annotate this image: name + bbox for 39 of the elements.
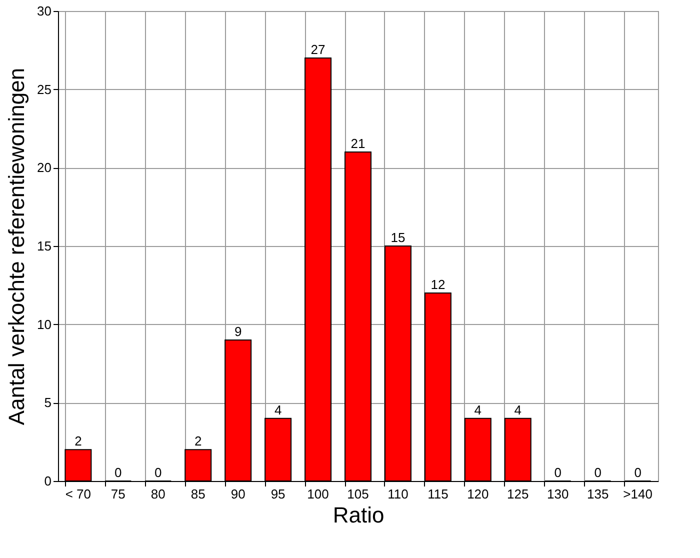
x-axis-title: Ratio [332, 502, 384, 528]
x-tick-label: 90 [230, 486, 246, 502]
data-label: 0 [634, 465, 642, 480]
y-tick-label: 15 [37, 238, 52, 254]
y-tick-label: 20 [37, 160, 52, 176]
x-tick-label: 135 [586, 486, 609, 502]
data-label: 2 [74, 434, 82, 449]
y-tick-label: 0 [44, 474, 52, 488]
x-tick-label: 100 [307, 486, 329, 502]
data-label: 4 [514, 402, 522, 418]
data-label: 0 [594, 465, 602, 480]
x-tick-label: 80 [150, 486, 166, 502]
x-tick-label: 105 [347, 486, 369, 502]
data-label: 15 [390, 230, 406, 245]
y-tick-label: 10 [37, 316, 52, 332]
x-tick-label: < 70 [65, 486, 92, 502]
x-tick-label: 120 [467, 486, 489, 502]
data-label: 27 [310, 42, 326, 57]
x-tick-label: 130 [547, 486, 569, 502]
y-tick-label: 25 [37, 82, 52, 97]
data-label: 21 [350, 136, 366, 151]
y-tick-label: 5 [44, 395, 52, 410]
data-label: 0 [154, 465, 162, 480]
x-tick-label: 85 [190, 486, 206, 502]
data-label: 12 [430, 277, 446, 292]
data-label: 0 [114, 465, 122, 480]
y-tick-label: 30 [37, 4, 52, 18]
x-tick-label: 110 [388, 486, 408, 502]
data-label: 0 [554, 465, 562, 480]
data-label: 4 [274, 402, 282, 418]
x-tick-label: >140 [623, 486, 652, 502]
x-tick-label: 95 [270, 486, 286, 502]
x-tick-label: 125 [507, 486, 529, 502]
data-label: 2 [194, 434, 202, 449]
y-axis-title: Aantal verkochte referentiewoningen [4, 68, 30, 426]
x-tick-label: 115 [428, 486, 448, 502]
x-tick-label: 75 [110, 486, 126, 502]
data-label: 4 [474, 402, 482, 418]
data-label: 9 [234, 324, 242, 339]
